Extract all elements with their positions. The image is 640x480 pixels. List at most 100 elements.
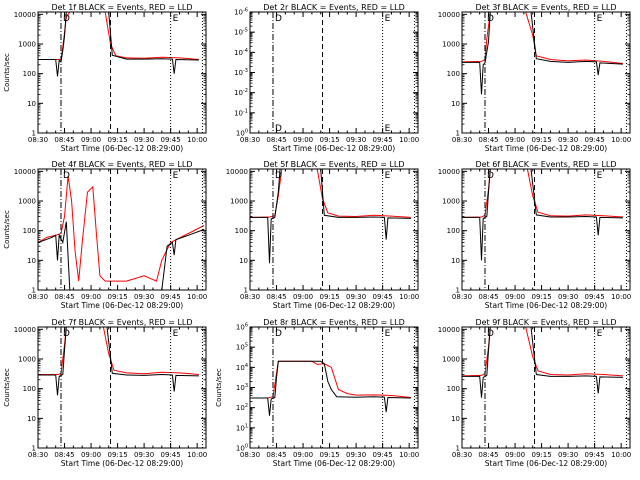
y-axis-title: Counts/sec	[3, 53, 11, 92]
x-axis-title: Start Time (06-Dec-12 08:29:00)	[273, 301, 395, 310]
y-tick-label: 1000	[18, 198, 36, 206]
x-tick-label: 09:30	[346, 136, 366, 144]
series-group	[38, 175, 205, 290]
y-tick-label: 10000	[14, 11, 36, 19]
y-tick-label: 100	[447, 385, 460, 393]
marker-label: E	[597, 329, 603, 339]
marker-label: D	[63, 171, 70, 181]
x-tick-label: 10:00	[611, 451, 631, 459]
x-axis-title: Start Time (06-Dec-12 08:29:00)	[485, 144, 607, 153]
x-tick-label: 09:30	[134, 136, 154, 144]
marker-label: E	[597, 14, 603, 24]
marker-label: D	[63, 14, 70, 24]
x-tick-label: 08:30	[452, 293, 472, 301]
x-tick-label: 10:00	[399, 293, 419, 301]
y-tick-label: 1	[32, 287, 36, 295]
marker-label: D	[487, 171, 494, 181]
plot-frame	[37, 326, 207, 449]
x-axis-title: Start Time (06-Dec-12 08:29:00)	[485, 459, 607, 468]
x-tick-label: 09:30	[134, 451, 154, 459]
series-group	[250, 360, 411, 416]
y-tick-label: 10-3	[234, 68, 248, 77]
x-tick-label: 10:00	[611, 293, 631, 301]
x-tick-label: 09:45	[161, 293, 181, 301]
marker-label: E	[173, 171, 179, 181]
x-tick-label: 09:30	[558, 136, 578, 144]
y-axis-title: Counts/sec	[3, 368, 11, 407]
x-tick-label: 09:30	[558, 451, 578, 459]
events-series-line	[250, 360, 411, 416]
y-tick-label: 1	[32, 130, 36, 138]
marker-label: D	[487, 329, 494, 339]
y-tick-label: 103	[236, 383, 248, 392]
x-tick-label: 09:15	[319, 293, 339, 301]
y-tick-label: 10	[451, 257, 460, 265]
x-tick-label: 08:30	[28, 136, 48, 144]
panel-det6: Det 6f BLACK = Events, RED = LLD D E 1 10 100…	[438, 160, 632, 310]
y-tick-label: 10000	[14, 326, 36, 334]
y-tick-label: 1000	[18, 356, 36, 364]
x-tick-label: 08:45	[478, 293, 498, 301]
x-tick-label: 08:30	[28, 451, 48, 459]
y-tick-label: 1	[244, 287, 248, 295]
events-series-line	[462, 327, 623, 398]
x-tick-label: 09:00	[293, 293, 313, 301]
y-tick-label: 100	[235, 227, 248, 235]
plot-frame	[461, 168, 631, 291]
x-tick-label: 09:00	[505, 451, 525, 459]
y-tick-label: 10	[451, 415, 460, 423]
events-series-line	[38, 221, 205, 290]
panel-det5: Det 5f BLACK = Events, RED = LLD D E 1 10 100…	[226, 160, 420, 310]
y-tick-label: 10-5	[234, 28, 248, 37]
x-tick-label: 09:15	[531, 136, 551, 144]
x-tick-label: 08:30	[28, 293, 48, 301]
x-tick-label: 08:45	[54, 293, 74, 301]
x-tick-label: 09:00	[81, 136, 101, 144]
events-series-line	[38, 12, 199, 77]
y-tick-label: 10	[27, 100, 36, 108]
panel-det2: Det 2r BLACK = Events, RED = LLD D D E E 100 1…	[234, 3, 419, 153]
marker-label: D	[275, 329, 282, 339]
y-tick-label: 100	[236, 444, 248, 453]
lld-series-line	[250, 360, 411, 399]
y-tick-label: 10-6	[234, 8, 248, 17]
marker-label: E	[385, 329, 391, 339]
panel-title: Det 3f BLACK = Events, RED = LLD	[475, 3, 616, 12]
x-tick-label: 09:45	[585, 451, 605, 459]
x-tick-label: 09:45	[373, 136, 393, 144]
panel-det7: Det 7f BLACK = Events, RED = LLD D E 1 10 100…	[3, 318, 207, 468]
y-tick-label: 1000	[442, 198, 460, 206]
x-tick-label: 09:15	[531, 293, 551, 301]
events-series-line	[250, 169, 411, 264]
x-tick-label: 09:45	[373, 451, 393, 459]
y-tick-label: 10000	[226, 168, 248, 176]
plot-frame	[461, 11, 631, 134]
y-tick-label: 1000	[442, 41, 460, 49]
y-tick-label: 10000	[438, 326, 460, 334]
x-tick-label: 09:45	[161, 136, 181, 144]
series-group	[250, 169, 411, 264]
panel-title: Det 2r BLACK = Events, RED = LLD	[263, 3, 405, 12]
x-tick-label: 09:30	[558, 293, 578, 301]
x-axis-title: Start Time (06-Dec-12 08:29:00)	[61, 144, 183, 153]
y-tick-label: 101	[236, 423, 248, 432]
panel-det3: Det 3f BLACK = Events, RED = LLD D E 1 10 100…	[438, 3, 632, 153]
panel-det8: Det 8r BLACK = Events, RED = LLD D E 100 101…	[215, 318, 419, 468]
y-tick-label: 10-4	[234, 48, 248, 57]
x-tick-label: 09:00	[81, 451, 101, 459]
x-tick-label: 09:15	[319, 136, 339, 144]
y-tick-label: 10	[27, 257, 36, 265]
y-tick-label: 10000	[438, 11, 460, 19]
panel-title: Det 8r BLACK = Events, RED = LLD	[263, 318, 405, 327]
events-series-line	[462, 12, 623, 95]
x-tick-label: 09:15	[107, 136, 127, 144]
y-tick-label: 104	[236, 363, 248, 372]
y-tick-label: 106	[236, 323, 248, 332]
y-tick-label: 100	[447, 70, 460, 78]
x-tick-label: 08:45	[266, 136, 286, 144]
y-tick-label: 1000	[230, 198, 248, 206]
plot-frame	[249, 11, 419, 134]
x-tick-label: 08:45	[266, 451, 286, 459]
marker-label: D	[275, 124, 282, 134]
